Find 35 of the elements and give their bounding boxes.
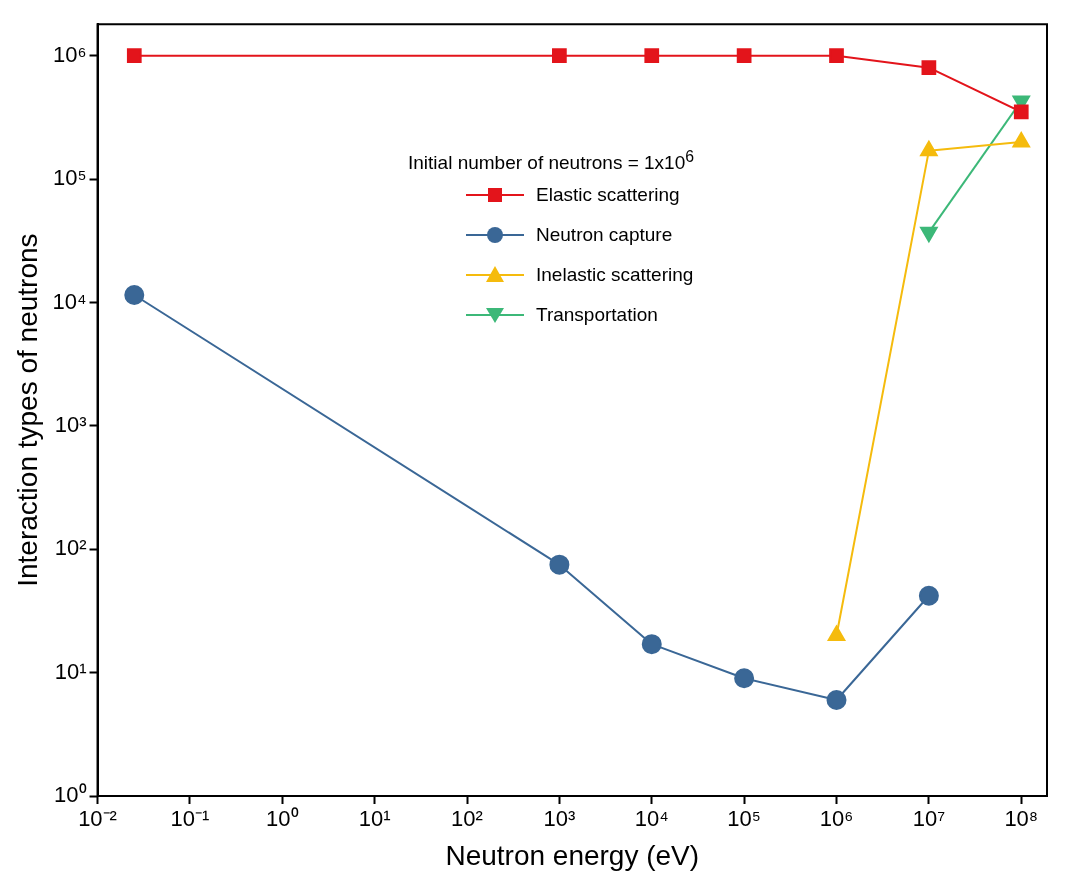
point <box>549 554 570 575</box>
point <box>644 48 660 64</box>
x-axis-title: Neutron energy (eV) <box>445 839 700 871</box>
point <box>921 60 937 76</box>
point <box>826 689 847 710</box>
y-tick-label: 10⁴ <box>52 288 87 314</box>
x-tick-label: 10⁸ <box>1004 806 1039 832</box>
y-tick-label: 10¹ <box>54 658 87 684</box>
point <box>918 585 939 606</box>
legend-label: Elastic scattering <box>536 184 680 207</box>
point <box>829 48 844 64</box>
x-tick-label: 10⁷ <box>912 806 946 832</box>
y-tick-label: 10⁶ <box>52 41 87 67</box>
x-tick-label: 10⁴ <box>634 806 669 832</box>
y-axis-title: Interaction types of neutrons <box>11 233 43 587</box>
y-tick-label: 10⁰ <box>54 782 87 808</box>
point <box>736 48 752 64</box>
point <box>641 634 662 655</box>
x-tick-label: 10⁻² <box>78 806 117 832</box>
x-tick-label: 10³ <box>543 806 576 832</box>
point <box>552 48 567 64</box>
y-tick-label: 10⁵ <box>52 165 87 191</box>
x-tick-label: 10⁶ <box>819 806 854 832</box>
x-tick-label: 10⁻¹ <box>170 806 210 832</box>
x-tick-label: 10² <box>451 806 483 832</box>
x-tick-label: 10¹ <box>358 806 391 832</box>
legend-title: Initial number of neutrons = 1x10$^{6}$ <box>408 148 695 175</box>
x-tick-label: 10⁵ <box>727 806 761 832</box>
legend-label: Transportation <box>536 304 658 327</box>
legend-label: Inelastic scattering <box>536 264 694 287</box>
legend-label: Neutron capture <box>536 224 673 247</box>
y-tick-label: 10² <box>54 535 87 561</box>
point <box>734 668 755 689</box>
y-tick-label: 10³ <box>54 411 87 437</box>
x-tick-label: 10⁰ <box>266 806 299 832</box>
